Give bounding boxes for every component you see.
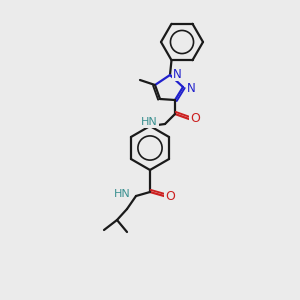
Text: O: O [190,112,200,124]
Text: N: N [187,82,196,94]
Text: O: O [165,190,175,202]
Text: HN: HN [141,117,158,127]
Text: N: N [173,68,182,80]
Text: HN: HN [114,189,131,199]
